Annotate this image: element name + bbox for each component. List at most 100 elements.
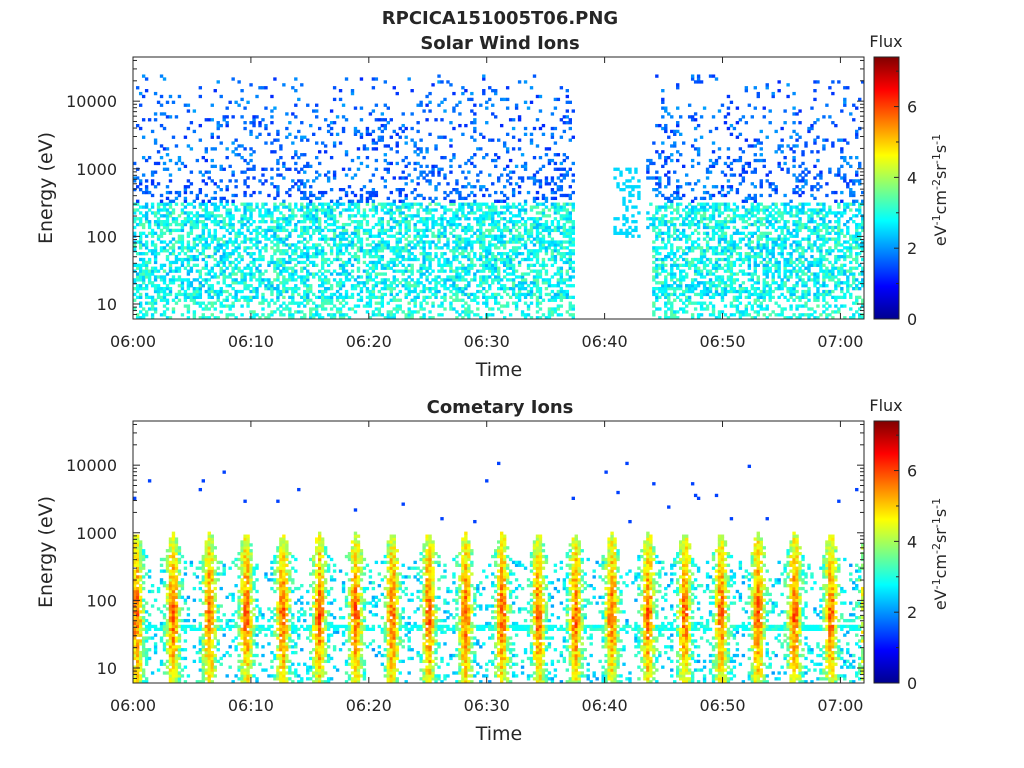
spectrogram-cell — [365, 126, 370, 131]
spectrogram-cell — [437, 80, 441, 84]
spectrogram-cell — [312, 307, 316, 311]
spectrogram-cell — [407, 220, 411, 224]
spectrogram-cell — [479, 263, 483, 267]
spectrogram-cell — [437, 217, 441, 221]
spectrogram-cell — [258, 278, 262, 282]
spectrogram-cell — [526, 307, 531, 311]
spectrogram-cell — [306, 275, 310, 279]
spectrogram-cell — [204, 307, 208, 311]
spectrogram-cell — [234, 278, 238, 282]
spectrogram-cell — [341, 103, 346, 107]
spectrogram-cell — [261, 313, 265, 317]
spectrogram-cell — [416, 202, 420, 206]
spectrogram-cell — [165, 228, 170, 233]
spectrogram-cell — [473, 185, 477, 189]
spectrogram-cell — [494, 246, 498, 250]
spectrogram-cell — [347, 214, 352, 218]
spectrogram-cell — [183, 304, 188, 308]
spectrogram-cell — [464, 243, 468, 247]
spectrogram-cell — [511, 225, 516, 230]
spectrogram-cell — [452, 269, 456, 273]
spectrogram-cell — [547, 278, 552, 282]
spectrogram-cell — [252, 220, 256, 224]
spectrogram-cell — [508, 266, 513, 270]
spectrogram-cell — [532, 263, 537, 267]
spectrogram-cell — [529, 208, 534, 212]
spectrogram-cell — [479, 269, 483, 273]
spectrogram-cell — [547, 228, 552, 233]
spectrogram-cell — [488, 228, 492, 233]
spectrogram-cell — [201, 225, 205, 230]
spectrogram-cell — [320, 272, 325, 276]
spectrogram-cell — [562, 292, 567, 297]
spectrogram-cell — [168, 263, 173, 267]
spectrogram-cell — [526, 257, 531, 262]
spectrogram-cell — [631, 205, 635, 209]
spectrogram-cell — [696, 123, 701, 128]
spectrogram-cell — [395, 240, 399, 244]
spectrogram-cell — [404, 269, 408, 273]
spectrogram-cell — [371, 254, 376, 259]
spectrogram-cell — [365, 304, 370, 308]
spectrogram-cell — [494, 275, 498, 279]
spectrogram-cell — [183, 196, 188, 201]
spectrogram-cell — [320, 202, 325, 206]
spectrogram-cell — [526, 249, 531, 253]
spectrogram-cell — [720, 286, 725, 291]
spectrogram-cell — [291, 295, 295, 300]
spectrogram-cell — [428, 295, 432, 300]
spectrogram-cell — [652, 225, 656, 230]
spectrogram-cell — [699, 205, 704, 209]
spectrogram-cell — [711, 225, 716, 230]
spectrogram-cell — [431, 304, 435, 308]
spectrogram-cell — [201, 231, 205, 235]
spectrogram-cell — [207, 234, 211, 238]
spectrogram-cell — [479, 208, 483, 212]
spectrogram-cell — [371, 234, 376, 238]
spectrogram-cell — [243, 222, 247, 227]
spectrogram-cell — [631, 193, 635, 198]
spectrogram-cell — [395, 298, 399, 302]
spectrogram-cell — [258, 254, 262, 259]
spectrogram-cell — [726, 94, 731, 99]
spectrogram-cell — [431, 208, 435, 212]
spectrogram-cell — [708, 286, 713, 291]
spectrogram-cell — [535, 118, 540, 122]
spectrogram-cell — [264, 286, 268, 291]
spectrogram-cell — [529, 252, 534, 256]
spectrogram-cell — [491, 211, 495, 215]
spectrogram-cell — [383, 205, 388, 209]
spectrogram-cell — [452, 298, 456, 302]
spectrogram-cell — [684, 272, 689, 276]
spectrogram-cell — [374, 313, 379, 317]
spectrogram-cell — [690, 243, 695, 247]
spectrogram-cell — [729, 185, 734, 189]
spectrogram-cell — [377, 307, 382, 311]
spectrogram-cell — [353, 231, 358, 235]
spectrogram-cell — [294, 284, 298, 288]
spectrogram-cell — [255, 295, 259, 300]
spectrogram-cell — [520, 281, 525, 285]
spectrogram-cell — [320, 281, 325, 285]
spectrogram-cell — [350, 237, 355, 241]
spectrogram-cell — [273, 286, 277, 291]
spectrogram-cell — [732, 202, 737, 206]
spectrogram-cell — [320, 228, 325, 233]
spectrogram-cell — [386, 263, 390, 267]
spectrogram-cell — [502, 211, 507, 215]
spectrogram-cell — [437, 260, 441, 265]
spectrogram-cell — [219, 220, 223, 224]
spectrogram-cell — [189, 254, 194, 259]
spectrogram-cell — [476, 257, 480, 262]
spectrogram-cell — [535, 278, 540, 282]
spectrogram-cell — [231, 266, 235, 270]
spectrogram-cell — [738, 147, 743, 151]
spectrogram-cell — [329, 237, 334, 241]
panel-title: Solar Wind Ions — [420, 33, 579, 54]
spectrogram-cell — [461, 91, 465, 96]
spectrogram-cell — [144, 220, 149, 224]
spectrogram-cell — [288, 167, 292, 171]
spectrogram-cell — [297, 129, 301, 134]
spectrogram-cell — [291, 249, 295, 253]
spectrogram-cell — [517, 176, 522, 180]
